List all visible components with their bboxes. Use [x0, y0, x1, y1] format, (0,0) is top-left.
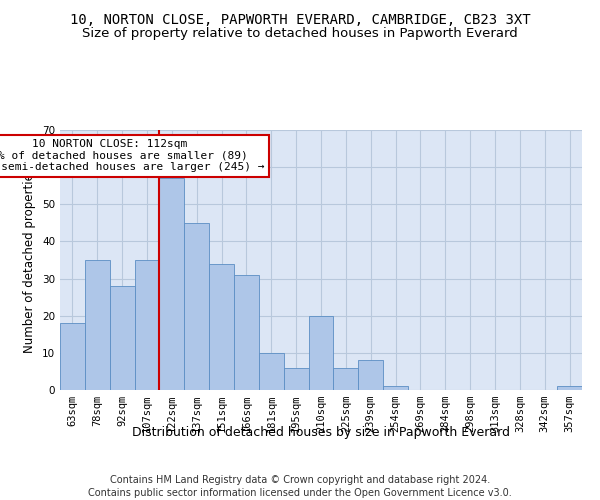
Text: Contains HM Land Registry data © Crown copyright and database right 2024.: Contains HM Land Registry data © Crown c…: [110, 475, 490, 485]
Bar: [284, 368, 308, 390]
Text: Contains public sector information licensed under the Open Government Licence v3: Contains public sector information licen…: [88, 488, 512, 498]
Text: Distribution of detached houses by size in Papworth Everard: Distribution of detached houses by size …: [132, 426, 510, 439]
Bar: [134, 260, 160, 390]
Bar: [334, 368, 358, 390]
Bar: [60, 323, 85, 390]
Bar: [110, 286, 134, 390]
Text: 10, NORTON CLOSE, PAPWORTH EVERARD, CAMBRIDGE, CB23 3XT: 10, NORTON CLOSE, PAPWORTH EVERARD, CAMB…: [70, 12, 530, 26]
Text: Size of property relative to detached houses in Papworth Everard: Size of property relative to detached ho…: [82, 28, 518, 40]
Bar: [184, 223, 209, 390]
Bar: [160, 178, 184, 390]
Y-axis label: Number of detached properties: Number of detached properties: [23, 167, 37, 353]
Bar: [358, 360, 383, 390]
Bar: [557, 386, 582, 390]
Bar: [259, 353, 284, 390]
Bar: [383, 386, 408, 390]
Bar: [85, 260, 110, 390]
Bar: [209, 264, 234, 390]
Bar: [234, 275, 259, 390]
Text: 10 NORTON CLOSE: 112sqm
← 27% of detached houses are smaller (89)
73% of semi-de: 10 NORTON CLOSE: 112sqm ← 27% of detache…: [0, 140, 265, 172]
Bar: [308, 316, 334, 390]
